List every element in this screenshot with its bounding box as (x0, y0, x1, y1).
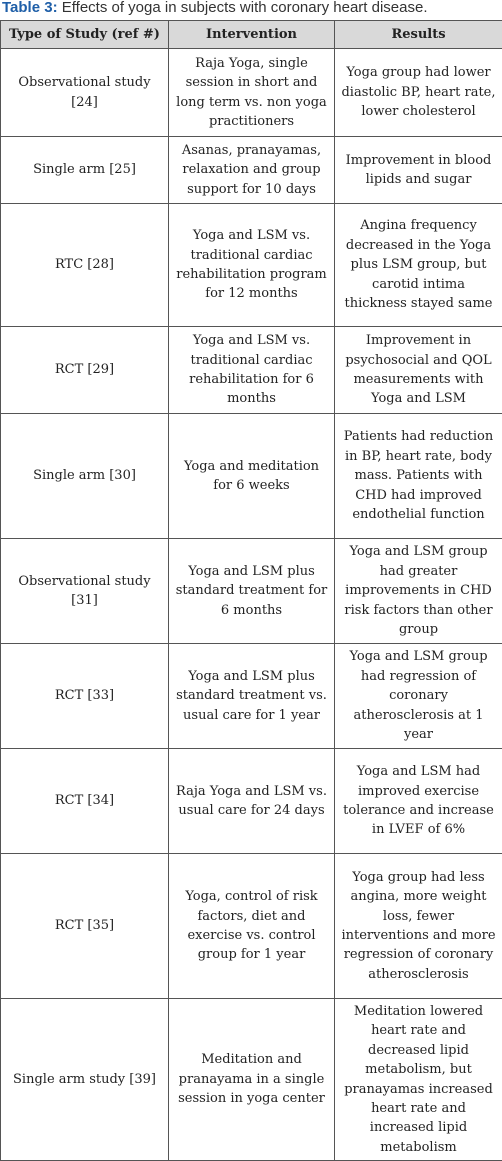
cell-results: Yoga and LSM group had greater improveme… (335, 539, 502, 644)
results-text: Patients had reduction in BP, heart rate… (341, 427, 496, 524)
cell-results: Patients had reduction in BP, heart rate… (335, 414, 502, 539)
header-row: Type of Study (ref #) Intervention Resul… (1, 21, 502, 49)
cell-study-type: Single arm [30] (1, 414, 169, 539)
table-body: Observational study [24] Raja Yoga, sing… (1, 49, 502, 1161)
study-type-text: RCT [29] (7, 360, 162, 379)
cell-results: Angina frequency decreased in the Yoga p… (335, 204, 502, 327)
header-results: Results (335, 21, 502, 49)
study-type-text: Observational study [24] (7, 73, 162, 112)
header-type-of-study: Type of Study (ref #) (1, 21, 169, 49)
results-text: Meditation lowered heart rate and decrea… (341, 1002, 496, 1157)
intervention-text: Raja Yoga, single session in short and l… (175, 54, 328, 132)
table-caption-label: Table 3: (2, 0, 58, 16)
table-row: Observational study [24] Raja Yoga, sing… (1, 49, 502, 137)
cell-intervention: Yoga and meditation for 6 weeks (169, 414, 335, 539)
table-row: RCT [29] Yoga and LSM vs. traditional ca… (1, 327, 502, 414)
table-row: RTC [28] Yoga and LSM vs. traditional ca… (1, 204, 502, 327)
cell-intervention: Meditation and pranayama in a single ses… (169, 999, 335, 1161)
study-type-text: Observational study [31] (7, 572, 162, 611)
results-text: Yoga and LSM group had regression of cor… (341, 647, 496, 744)
cell-study-type: RCT [35] (1, 854, 169, 999)
cell-intervention: Yoga and LSM plus standard treatment for… (169, 539, 335, 644)
table-header: Type of Study (ref #) Intervention Resul… (1, 21, 502, 49)
table-row: RCT [34] Raja Yoga and LSM vs. usual car… (1, 749, 502, 854)
results-text: Improvement in psychosocial and QOL meas… (341, 331, 496, 409)
study-type-text: Single arm [30] (7, 466, 162, 485)
table-row: Single arm [30] Yoga and meditation for … (1, 414, 502, 539)
cell-results: Improvement in psychosocial and QOL meas… (335, 327, 502, 414)
cell-study-type: RCT [33] (1, 644, 169, 749)
intervention-text: Meditation and pranayama in a single ses… (175, 1050, 328, 1108)
study-type-text: RCT [33] (7, 686, 162, 705)
table-row: RCT [35] Yoga, control of risk factors, … (1, 854, 502, 999)
study-type-text: RCT [35] (7, 916, 162, 935)
results-text: Yoga and LSM group had greater improveme… (341, 542, 496, 639)
intervention-text: Asanas, pranayamas, relaxation and group… (175, 141, 328, 199)
study-type-text: RCT [34] (7, 791, 162, 810)
cell-results: Meditation lowered heart rate and decrea… (335, 999, 502, 1161)
cell-intervention: Raja Yoga, single session in short and l… (169, 49, 335, 137)
intervention-text: Yoga, control of risk factors, diet and … (175, 887, 328, 965)
intervention-text: Yoga and LSM vs. traditional cardiac reh… (175, 226, 328, 304)
table-row: Observational study [31] Yoga and LSM pl… (1, 539, 502, 644)
cell-study-type: Single arm [25] (1, 137, 169, 204)
cell-intervention: Yoga, control of risk factors, diet and … (169, 854, 335, 999)
cell-results: Improvement in blood lipids and sugar (335, 137, 502, 204)
intervention-text: Yoga and LSM plus standard treatment vs.… (175, 667, 328, 725)
cell-results: Yoga and LSM group had regression of cor… (335, 644, 502, 749)
intervention-text: Yoga and LSM plus standard treatment for… (175, 562, 328, 620)
intervention-text: Yoga and meditation for 6 weeks (175, 457, 328, 496)
cell-study-type: RTC [28] (1, 204, 169, 327)
results-text: Yoga group had less angina, more weight … (341, 868, 496, 984)
cell-study-type: RCT [34] (1, 749, 169, 854)
table-caption: Table 3: Effects of yoga in subjects wit… (2, 0, 500, 18)
study-type-text: Single arm study [39] (7, 1070, 162, 1089)
cell-intervention: Yoga and LSM plus standard treatment vs.… (169, 644, 335, 749)
results-text: Yoga group had lower diastolic BP, heart… (341, 63, 496, 121)
cell-intervention: Asanas, pranayamas, relaxation and group… (169, 137, 335, 204)
cell-results: Yoga and LSM had improved exercise toler… (335, 749, 502, 854)
cell-study-type: Observational study [24] (1, 49, 169, 137)
intervention-text: Raja Yoga and LSM vs. usual care for 24 … (175, 782, 328, 821)
cell-study-type: Observational study [31] (1, 539, 169, 644)
cell-study-type: Single arm study [39] (1, 999, 169, 1161)
cell-intervention: Raja Yoga and LSM vs. usual care for 24 … (169, 749, 335, 854)
study-type-text: RTC [28] (7, 255, 162, 274)
results-text: Angina frequency decreased in the Yoga p… (341, 216, 496, 313)
table-row: Single arm study [39] Meditation and pra… (1, 999, 502, 1161)
results-text: Improvement in blood lipids and sugar (341, 151, 496, 190)
cell-results: Yoga group had less angina, more weight … (335, 854, 502, 999)
cell-study-type: RCT [29] (1, 327, 169, 414)
cell-intervention: Yoga and LSM vs. traditional cardiac reh… (169, 327, 335, 414)
intervention-text: Yoga and LSM vs. traditional cardiac reh… (175, 331, 328, 409)
study-type-text: Single arm [25] (7, 160, 162, 179)
table-row: Single arm [25] Asanas, pranayamas, rela… (1, 137, 502, 204)
table-row: RCT [33] Yoga and LSM plus standard trea… (1, 644, 502, 749)
header-intervention: Intervention (169, 21, 335, 49)
cell-results: Yoga group had lower diastolic BP, heart… (335, 49, 502, 137)
cell-intervention: Yoga and LSM vs. traditional cardiac reh… (169, 204, 335, 327)
results-text: Yoga and LSM had improved exercise toler… (341, 762, 496, 840)
yoga-studies-table: Type of Study (ref #) Intervention Resul… (0, 20, 502, 1161)
table-caption-text: Effects of yoga in subjects with coronar… (58, 0, 428, 16)
